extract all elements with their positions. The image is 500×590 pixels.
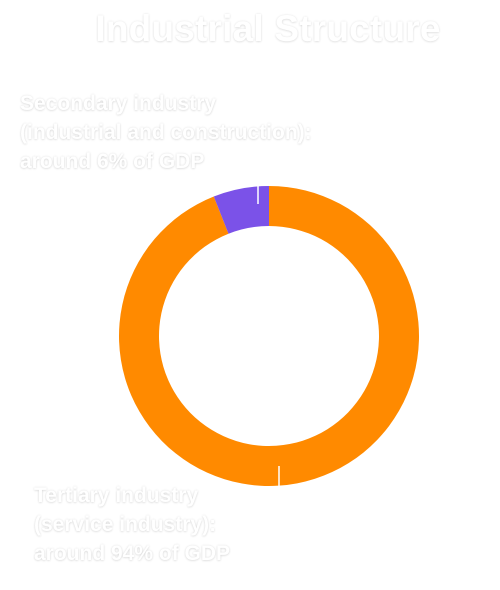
slice-secondary: [213, 186, 269, 234]
leader-line-secondary: [244, 160, 259, 204]
slice-label-secondary: Secondary industry (industrial and const…: [20, 92, 312, 173]
slice-tertiary: [118, 186, 420, 486]
slice-label-tertiary: Tertiary industry (service industry): ar…: [34, 484, 231, 565]
chart-title: Industrial Structure: [95, 8, 441, 49]
leader-line-tertiary: [238, 466, 280, 498]
